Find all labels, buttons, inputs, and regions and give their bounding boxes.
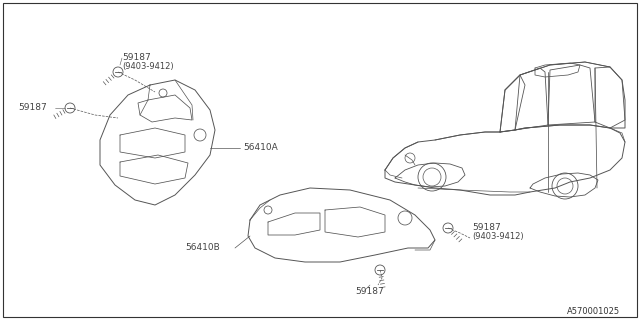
Text: 59187: 59187: [122, 53, 151, 62]
Text: 59187: 59187: [472, 223, 500, 233]
Text: 59187: 59187: [18, 103, 47, 113]
Text: (9403-9412): (9403-9412): [472, 233, 524, 242]
Text: (9403-9412): (9403-9412): [122, 62, 173, 71]
Text: 56410B: 56410B: [185, 244, 220, 252]
Text: 56410A: 56410A: [243, 143, 278, 153]
Text: 59187: 59187: [355, 287, 384, 297]
Text: A570001025: A570001025: [567, 308, 620, 316]
